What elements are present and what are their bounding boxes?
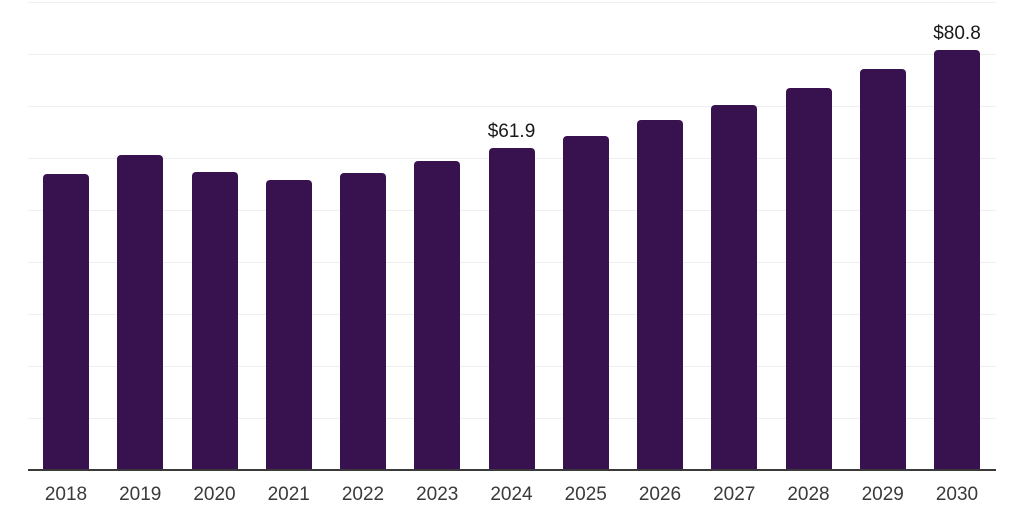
x-tick-2027: 2027 [713,484,756,505]
data-label-2030: $80.8 [933,22,981,44]
bar-2026[interactable] [637,120,683,470]
bar-2023[interactable] [414,160,461,470]
x-tick-2028: 2028 [787,484,830,505]
bar-2022[interactable] [340,172,386,470]
bar-2027[interactable] [711,104,758,470]
x-tick-2020: 2020 [193,484,236,505]
x-axis-line [28,469,996,471]
gridline [28,54,996,55]
x-tick-2025: 2025 [564,484,607,505]
bar-2024[interactable] [488,148,535,470]
bar-2030[interactable] [934,49,980,470]
data-label-2024: $61.9 [487,121,536,143]
bar-2021[interactable] [265,179,312,470]
x-tick-2021: 2021 [267,484,310,505]
bar-2019[interactable] [117,154,164,470]
bar-2020[interactable] [191,171,238,470]
bar-2018[interactable] [43,173,89,470]
x-tick-2026: 2026 [638,484,682,505]
bar-2029[interactable] [859,69,906,470]
gridline [28,106,996,107]
x-tick-2019: 2019 [119,484,162,505]
x-tick-2024: 2024 [490,484,533,505]
bar-2028[interactable] [785,88,832,470]
gridline [28,2,996,3]
x-tick-2029: 2029 [861,484,904,505]
x-tick-2030: 2030 [935,484,979,505]
x-tick-2023: 2023 [416,484,459,505]
bar-2025[interactable] [562,135,609,470]
x-tick-2022: 2022 [341,484,385,505]
x-tick-2018: 2018 [44,484,88,505]
